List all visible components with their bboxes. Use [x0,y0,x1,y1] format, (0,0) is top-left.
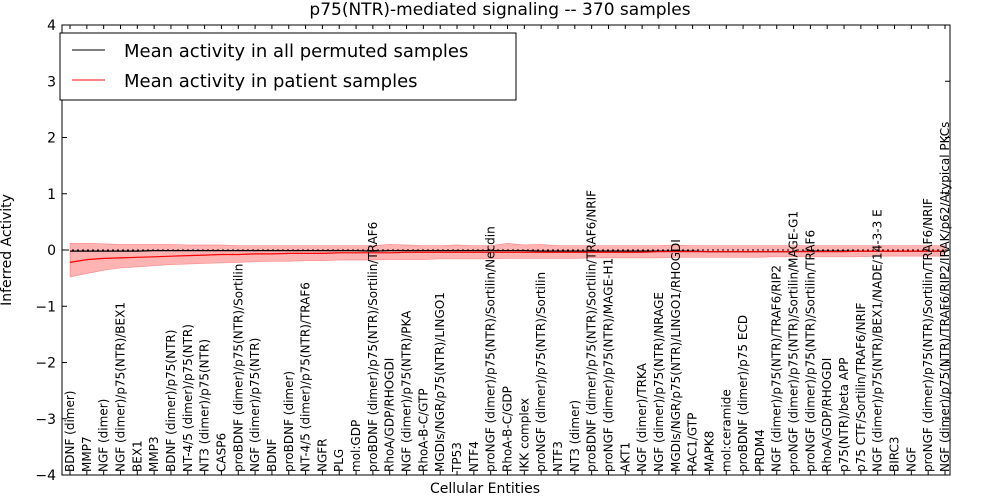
y-tick-label: 4 [47,18,56,34]
x-category-label: NGF (dimer)/TRKA [635,362,649,472]
x-category-label: AKT1 [618,442,632,472]
x-category-label: NGF [904,447,918,472]
x-category-label: BDNF [265,439,279,472]
x-category-label: NGF (dimer)/p75(NTR) [248,338,262,472]
x-category-label: BIRC3 [888,436,902,472]
x-category-label: proBDNF (dimer)/p75 ECD [736,315,750,472]
x-category-label: NGF (dimer)/p75(NTR)/NRAGE [652,292,666,472]
x-category-label: BEX1 [130,440,144,472]
y-tick-label: −2 [35,356,56,372]
x-category-label: RhoA/GDP/RHOGDI [820,358,834,472]
x-category-label: NGF (dimer)/p75(NTR)/BEX1/NADE/14-3-3 E [871,209,885,472]
legend-label-patient: Mean activity in patient samples [124,71,418,92]
x-category-label: PLG [332,449,346,472]
x-category-label: NGF (dimer)/p75(NTR)/PKA [400,310,414,472]
x-category-label: RhoA-B-C/GTP [416,388,430,472]
x-category-label: IKK complex [517,398,531,472]
x-category-label: BDNF (dimer)/p75(NTR) [164,330,178,472]
x-category-label: MMP7 [80,436,94,472]
x-axis-title: Cellular Entities [430,481,540,497]
y-axis-title: Inferred Activity [0,194,15,306]
x-category-label: MAPK8 [702,431,716,472]
plot-area [62,242,950,278]
x-category-label: RhoA/GDP/RHOGDI [383,358,397,472]
x-category-label: MMP3 [147,436,161,472]
x-category-label: TP53 [450,442,464,473]
x-category-label: NGF (dimer)/p75(NTR)/TRAF6/RIP2/IRAK/p62… [938,122,952,472]
x-category-label: NGF (dimer)/p75(NTR)/BEX1 [114,302,128,472]
x-category-label: NTF4 [467,441,481,472]
patient-mean-line [69,250,945,263]
legend: Mean activity in all permuted samples Me… [59,32,517,101]
x-category-label: NT-4/5 (dimer)/p75(NTR)/TRAF6 [299,282,313,472]
x-category-label: proNGF (dimer)/p75(NTR)/Sortilin/TRAF6 [803,230,817,472]
x-category-label: MGDIs/NGR/p75(NTR)/LINGO1 [433,292,447,472]
legend-label-permuted: Mean activity in all permuted samples [124,41,468,62]
x-category-label: NT3 (dimer)/p75(NTR) [198,339,212,472]
x-category-label: proNGF (dimer)/p75(NTR)/Sortilin/TRAF6/N… [921,198,935,472]
y-tick-label: 3 [47,74,56,90]
x-category-label: NGFR [315,438,329,472]
x-category-label: mol:GDP [349,420,363,472]
x-category-label: proBDNF (dimer)/p75(NTR)/Sortilin/TRAF6 [366,222,380,472]
x-category-label: CASP6 [214,433,228,472]
x-category-label: proNGF (dimer)/p75(NTR)/Sortilin/MAGE-G1 [787,211,801,472]
legend-box [59,32,517,101]
y-tick-label: −4 [35,468,56,484]
x-category-label: NT-4/5 (dimer)/p75(NTR) [181,324,195,472]
x-category-label: PRDM4 [753,429,767,472]
x-category-label: NGF (dimer)/p75(NTR)/TRAF6/RIP2 [770,265,784,472]
y-tick-label: 0 [47,243,56,259]
x-category-label: proBDNF (dimer)/p75(NTR)/Sortilin [231,264,245,472]
x-category-label: NTF3 [551,441,565,472]
x-category-label: proBDNF (dimer) [282,371,296,472]
y-tick-label: 1 [47,187,56,203]
y-tick-label: −1 [35,299,56,315]
y-axis: −4 −3 −2 −1 0 1 2 3 4 [35,18,950,484]
y-tick-label: −3 [35,412,56,428]
x-category-label: mol:ceramide [719,389,733,472]
x-axis: BDNF (dimer) MMP7 NGF (dimer) NGF (dimer)/p… [63,25,952,475]
x-category-label: proBDNF (dimer)/p75(NTR)/Sortilin/TRAF6/… [585,190,599,472]
x-category-label: proNGF (dimer)/p75(NTR)/Sortilin/Necdin [484,226,498,472]
x-category-label: p75 CTF/Sortilin/TRAF6/NRIF [854,303,868,472]
x-category-label: p75(NTR)/beta APP [837,358,851,473]
chart-title: p75(NTR)-mediated signaling -- 370 sampl… [309,0,690,20]
x-category-label: NT3 (dimer) [568,400,582,472]
x-category-label: RAC1/GTP [686,413,700,472]
x-category-label: MGDIs/NGR/p75(NTR)/LINGO1/RHOGDI [669,239,683,472]
x-category-label: BDNF (dimer) [63,391,77,473]
x-category-label: proNGF (dimer)/p75(NTR)/MAGE-H1 [602,258,616,472]
x-category-label: proNGF (dimer)/p75(NTR)/Sortilin [534,272,548,472]
x-category-label: RhoA-B-C/GDP [501,386,515,472]
y-tick-label: 2 [47,131,56,147]
x-category-label: NGF (dimer) [97,399,111,472]
